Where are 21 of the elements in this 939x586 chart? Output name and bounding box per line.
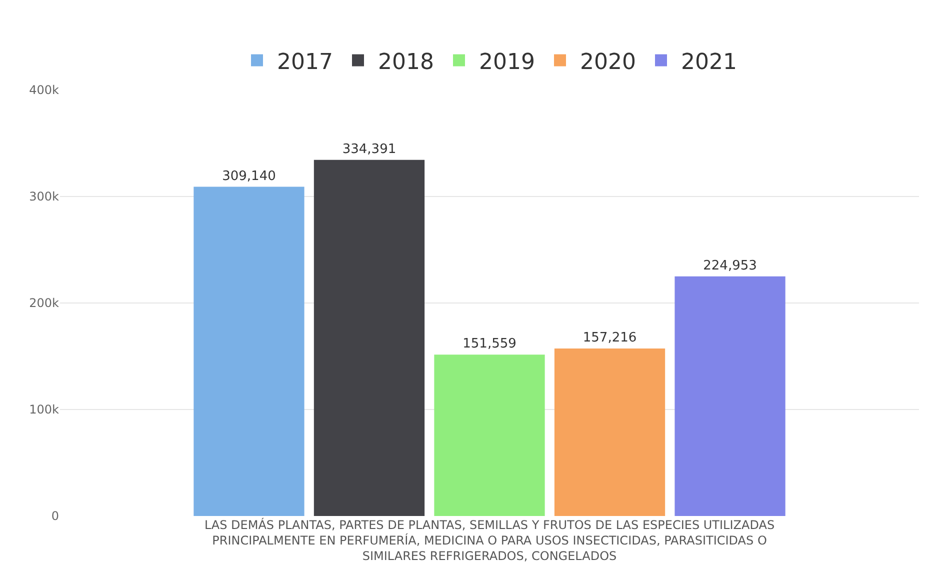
data-label: 151,559 bbox=[462, 336, 516, 352]
data-label: 309,140 bbox=[222, 168, 276, 184]
y-tick-label: 200k bbox=[29, 296, 60, 310]
legend-label: 2017 bbox=[277, 50, 333, 75]
bar bbox=[314, 160, 425, 516]
legend-label: 2020 bbox=[580, 50, 636, 75]
data-label: 157,216 bbox=[582, 330, 637, 346]
bar bbox=[674, 276, 786, 516]
data-label: 224,953 bbox=[703, 258, 757, 274]
legend-label: 2019 bbox=[479, 50, 535, 75]
data-label: 334,391 bbox=[342, 142, 396, 157]
y-tick-label: 300k bbox=[29, 190, 60, 204]
bar bbox=[434, 354, 545, 516]
bar bbox=[554, 348, 666, 516]
x-tick-label: LAS DEMÁS PLANTAS, PARTES DE PLANTAS, SEMILLAS Y FRUTOS DE LAS ESPECIES UTILIZADAS PRINCIPALMENTE EN PERFUMERÍA, MEDICINA O PARA USOS INSECTICIDAS, PARASITICIDAS O SIMILARES REFRIGERADOS, CONGELADOS bbox=[204, 517, 775, 564]
y-tick-label: 400k bbox=[29, 83, 60, 98]
y-tick-label: 100k bbox=[29, 402, 60, 417]
legend-label: 2021 bbox=[681, 50, 737, 75]
legend-label: 2018 bbox=[378, 50, 434, 75]
bar bbox=[194, 186, 304, 516]
y-tick-label: 0 bbox=[51, 509, 59, 524]
